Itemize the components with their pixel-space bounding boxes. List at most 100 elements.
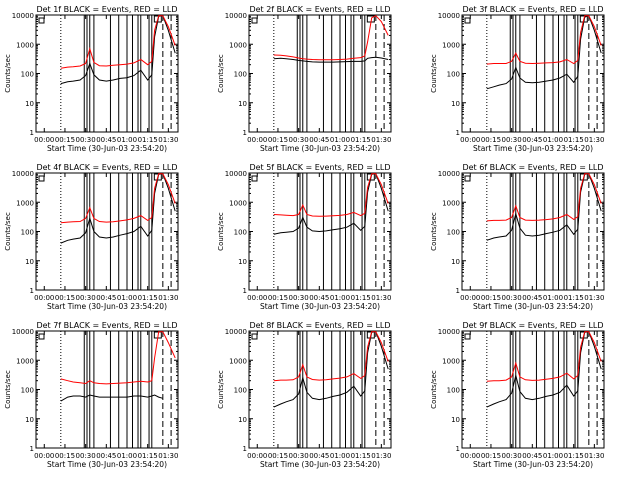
marker-box xyxy=(38,175,45,182)
detector-panel-1: Det 1f BLACK = Events, RED = LLD 1 10 100 10… xyxy=(4,5,179,153)
y-tick-label: 10000 xyxy=(12,170,34,178)
plot-frame xyxy=(461,172,605,291)
events-series-line xyxy=(60,173,176,244)
lld-series-line xyxy=(60,173,176,224)
detector-panel-8: Det 8f BLACK = Events, RED = LLD 1 10 100 10… xyxy=(217,321,392,469)
x-tick-label: 00:15 xyxy=(55,136,75,144)
detector-panel-4: Det 4f BLACK = Events, RED = LLD 1 10 100 10… xyxy=(4,163,179,311)
panel-title: Det 3f BLACK = Events, RED = LLD xyxy=(462,5,603,14)
y-axis-label: Counts/sec xyxy=(217,370,225,409)
x-tick-label: 01:15 xyxy=(351,136,371,144)
x-axis-label: Start Time (30-Jun-03 23:54:20) xyxy=(47,460,167,469)
x-tick-label: 00:30 xyxy=(76,452,96,460)
marker-box xyxy=(38,333,45,340)
x-axis-label: Start Time (30-Jun-03 23:54:20) xyxy=(473,460,593,469)
x-tick-label: 00:15 xyxy=(55,452,75,460)
y-tick-label: 10 xyxy=(451,416,460,424)
x-tick-label: 00:00 xyxy=(34,452,54,460)
x-tick-label: 00:45 xyxy=(96,136,116,144)
x-tick-label: 00:30 xyxy=(289,136,309,144)
x-tick-label: 01:30 xyxy=(584,452,604,460)
y-tick-label: 1 xyxy=(30,445,34,453)
y-tick-label: 10000 xyxy=(225,328,247,336)
detector-panel-6: Det 6f BLACK = Events, RED = LLD 1 10 100 10… xyxy=(430,163,605,311)
y-axis-label: Counts/sec xyxy=(4,370,12,409)
panel-title: Det 4f BLACK = Events, RED = LLD xyxy=(36,163,177,172)
plot-frame xyxy=(248,14,392,133)
marker-box xyxy=(38,17,45,24)
y-tick-label: 10 xyxy=(451,258,460,266)
x-tick-label: 01:00 xyxy=(330,452,350,460)
x-tick-label: 01:00 xyxy=(117,136,137,144)
y-tick-label: 100 xyxy=(21,387,34,395)
y-tick-label: 1 xyxy=(30,287,34,295)
x-tick-label: 01:15 xyxy=(564,136,584,144)
x-tick-label: 00:45 xyxy=(309,136,329,144)
marker-box xyxy=(464,17,471,24)
x-tick-label: 01:00 xyxy=(543,294,563,302)
x-tick-label: 01:15 xyxy=(138,452,158,460)
x-tick-label: 00:30 xyxy=(76,294,96,302)
y-tick-label: 1 xyxy=(30,129,34,137)
x-tick-label: 00:30 xyxy=(502,294,522,302)
y-tick-label: 1 xyxy=(456,445,460,453)
x-tick-label: 01:15 xyxy=(138,136,158,144)
y-tick-label: 1000 xyxy=(16,357,34,365)
lld-series-line xyxy=(60,15,176,69)
y-tick-label: 1000 xyxy=(442,199,460,207)
x-tick-label: 00:15 xyxy=(481,452,501,460)
y-tick-label: 1000 xyxy=(229,199,247,207)
events-series-line xyxy=(273,173,389,235)
y-tick-label: 100 xyxy=(21,229,34,237)
y-tick-label: 100 xyxy=(447,229,460,237)
x-tick-label: 00:00 xyxy=(460,294,480,302)
plot-frame xyxy=(35,14,179,133)
detector-panel-2: Det 2f BLACK = Events, RED = LLD 1 10 100 10… xyxy=(217,5,392,153)
y-axis-label: Counts/sec xyxy=(4,54,12,93)
y-tick-label: 100 xyxy=(234,71,247,79)
y-tick-label: 1 xyxy=(243,287,247,295)
y-tick-label: 10 xyxy=(25,100,34,108)
x-tick-label: 01:15 xyxy=(351,294,371,302)
y-tick-label: 10000 xyxy=(438,170,460,178)
x-tick-label: 01:00 xyxy=(117,452,137,460)
x-tick-label: 01:30 xyxy=(158,452,178,460)
y-tick-label: 1 xyxy=(456,129,460,137)
detector-panel-5: Det 5f BLACK = Events, RED = LLD 1 10 100 10… xyxy=(217,163,392,311)
y-tick-label: 1000 xyxy=(16,199,34,207)
lld-series-line xyxy=(60,331,176,385)
x-tick-label: 00:00 xyxy=(460,452,480,460)
x-tick-label: 01:00 xyxy=(543,136,563,144)
events-series-line xyxy=(486,173,602,241)
x-axis-label: Start Time (30-Jun-03 23:54:20) xyxy=(473,144,593,153)
x-tick-label: 00:00 xyxy=(247,294,267,302)
y-tick-label: 1 xyxy=(456,287,460,295)
x-tick-label: 00:30 xyxy=(502,136,522,144)
x-tick-label: 01:15 xyxy=(564,452,584,460)
events-series-line xyxy=(486,331,602,408)
x-tick-label: 00:45 xyxy=(522,294,542,302)
x-tick-label: 00:15 xyxy=(55,294,75,302)
x-tick-label: 01:30 xyxy=(371,136,391,144)
panel-title: Det 5f BLACK = Events, RED = LLD xyxy=(249,163,390,172)
x-tick-label: 01:15 xyxy=(138,294,158,302)
y-tick-label: 1 xyxy=(243,445,247,453)
y-axis-label: Counts/sec xyxy=(217,54,225,93)
x-tick-label: 00:30 xyxy=(76,136,96,144)
x-tick-label: 01:15 xyxy=(564,294,584,302)
panel-title: Det 6f BLACK = Events, RED = LLD xyxy=(462,163,603,172)
x-tick-label: 01:00 xyxy=(330,136,350,144)
y-tick-label: 10000 xyxy=(12,12,34,20)
panel-title: Det 7f BLACK = Events, RED = LLD xyxy=(36,321,177,330)
detector-panel-3: Det 3f BLACK = Events, RED = LLD 1 10 100 10… xyxy=(430,5,605,153)
y-tick-label: 100 xyxy=(234,387,247,395)
lld-series-line xyxy=(273,15,389,61)
x-tick-label: 01:30 xyxy=(371,452,391,460)
plot-frame xyxy=(35,172,179,291)
x-tick-label: 00:30 xyxy=(502,452,522,460)
x-tick-label: 00:45 xyxy=(309,294,329,302)
plot-frame xyxy=(35,330,179,449)
y-tick-label: 1000 xyxy=(442,41,460,49)
y-tick-label: 10000 xyxy=(438,328,460,336)
